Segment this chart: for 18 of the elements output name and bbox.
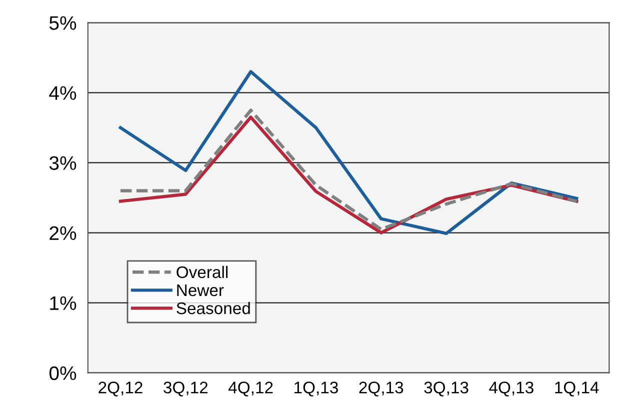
legend-label: Seasoned [176, 302, 250, 314]
y-tick-label: 3% [49, 156, 76, 170]
x-tick-label: 3Q,12 [164, 382, 208, 396]
x-tick-label: 2Q,12 [98, 382, 142, 396]
line-series [118, 70, 578, 236]
legend-label: Overall [176, 266, 228, 278]
y-tick-label: 0% [49, 366, 76, 380]
x-tick-label: 3Q,13 [424, 382, 468, 396]
x-tick-label: 4Q,13 [489, 382, 534, 396]
x-tick-label: 1Q,14 [555, 382, 599, 396]
x-tick-label: 2Q,13 [359, 382, 404, 396]
y-tick-label: 4% [49, 86, 76, 100]
y-tick-label: 1% [50, 296, 76, 310]
x-tick-label: 1Q,13 [294, 382, 338, 396]
y-tick-label: 5% [49, 16, 76, 30]
y-tick-label: 2% [50, 226, 76, 240]
x-tick-label: 4Q,12 [228, 382, 273, 396]
legend-label: Newer [177, 284, 224, 296]
